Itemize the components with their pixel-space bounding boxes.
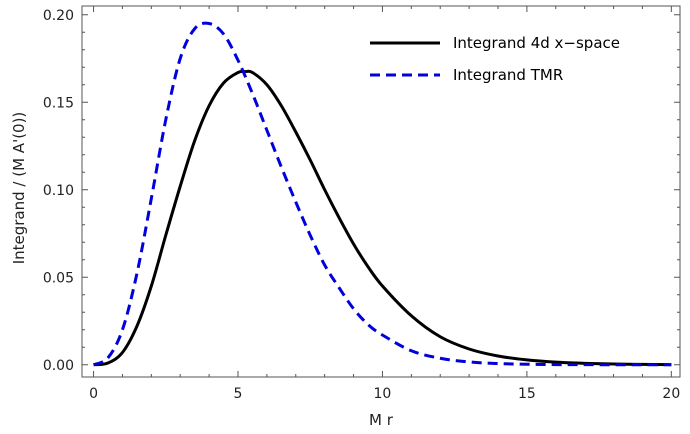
x-tick-label: 5 xyxy=(234,386,243,402)
legend: Integrand 4d x−space Integrand TMR xyxy=(370,34,620,84)
legend-label: Integrand 4d x−space xyxy=(453,34,620,52)
y-tick-label: 0.10 xyxy=(43,183,74,199)
y-tick-label: 0.00 xyxy=(43,358,74,374)
series-layer xyxy=(92,21,672,367)
y-tick-label: 0.05 xyxy=(43,270,74,286)
legend-label: Integrand TMR xyxy=(453,66,563,84)
y-tick-label: 0.20 xyxy=(43,8,74,24)
x-tick-label: 0 xyxy=(89,386,98,402)
series-line-integrand-tmr xyxy=(92,21,672,367)
x-axis-label: M r xyxy=(369,411,394,429)
y-axis-label: Integrand / (M A'(0)) xyxy=(10,112,28,265)
plot-border xyxy=(81,5,681,378)
x-tick-label: 15 xyxy=(518,386,536,402)
x-tick-label: 10 xyxy=(374,386,392,402)
x-tick-label: 20 xyxy=(662,386,680,402)
plot-frame xyxy=(81,5,681,378)
y-tick-label: 0.15 xyxy=(43,95,74,111)
series-line-integrand-4d xyxy=(93,69,672,367)
axis-ticks: 0 5 10 15 20 0.00 0.05 0.10 0.15 0.20 xyxy=(43,6,680,402)
